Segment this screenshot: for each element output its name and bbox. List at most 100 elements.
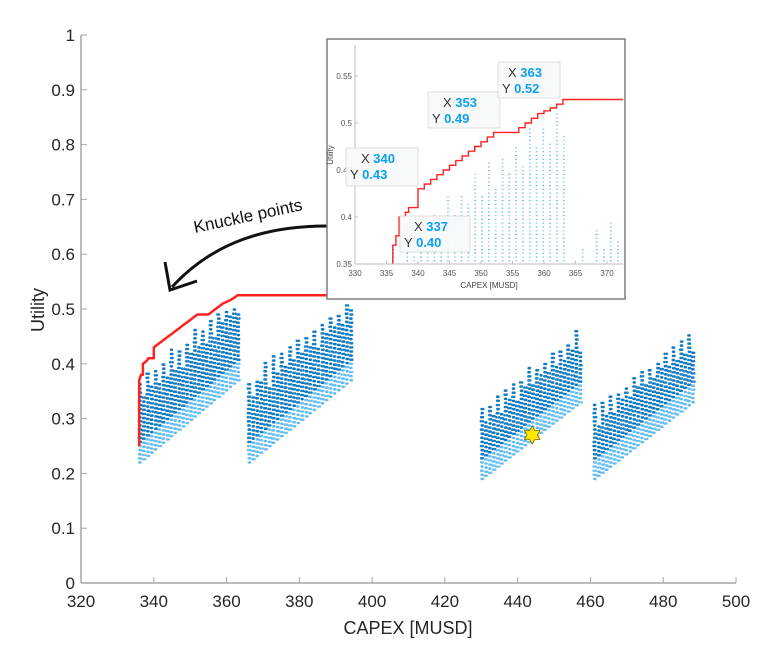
data-point (310, 399, 313, 403)
data-point (508, 245, 511, 247)
data-point (680, 377, 684, 380)
data-point (528, 226, 531, 228)
data-point (330, 370, 334, 374)
data-point (515, 173, 517, 175)
data-point (618, 414, 621, 417)
data-point (292, 425, 295, 428)
data-point (251, 408, 254, 412)
data-point (276, 405, 280, 408)
data-point (187, 364, 190, 367)
data-point (315, 351, 319, 355)
data-point (174, 390, 178, 394)
data-point (548, 372, 552, 375)
data-point (284, 365, 288, 369)
data-point (501, 462, 504, 465)
data-point (598, 445, 602, 449)
data-point (200, 359, 204, 362)
data-point (285, 402, 288, 406)
data-point (474, 218, 476, 220)
data-point (651, 423, 654, 426)
data-point (497, 461, 500, 464)
data-point (562, 158, 565, 160)
data-point (297, 397, 301, 400)
data-point (348, 370, 352, 374)
data-point (460, 207, 463, 209)
data-point (186, 347, 190, 351)
data-point (575, 362, 579, 366)
data-point (554, 402, 558, 406)
data-point (628, 396, 631, 400)
data-point (641, 379, 645, 382)
data-point (562, 155, 565, 157)
data-point (168, 414, 172, 417)
data-point (528, 215, 531, 217)
data-point (675, 409, 678, 412)
data-point (620, 419, 623, 422)
data-point (526, 391, 530, 395)
data-point (481, 465, 484, 468)
data-point (237, 350, 241, 353)
data-point (249, 440, 252, 444)
data-point (155, 423, 159, 426)
data-point (289, 358, 293, 362)
data-point (283, 406, 287, 410)
datatip-y: Y 0.43 (350, 167, 387, 182)
data-point (528, 230, 531, 232)
data-point (497, 440, 501, 444)
data-point (669, 390, 672, 394)
data-point (350, 313, 354, 316)
data-point (281, 389, 285, 393)
data-point (322, 344, 325, 348)
data-point (536, 405, 540, 409)
data-point (217, 333, 221, 337)
data-point (616, 446, 619, 450)
data-point (346, 374, 350, 377)
data-point (567, 356, 571, 360)
data-point (213, 382, 217, 385)
data-point (634, 401, 637, 405)
data-point (289, 374, 292, 378)
data-point (305, 386, 309, 389)
data-point (594, 469, 598, 473)
data-point (669, 411, 672, 414)
data-point (528, 158, 531, 160)
data-point (488, 252, 490, 254)
data-point (190, 414, 193, 417)
data-point (251, 457, 254, 461)
data-point (488, 237, 490, 239)
data-point (558, 416, 561, 419)
data-point (681, 356, 684, 360)
inset-y-tick-label: 0.55 (336, 72, 352, 81)
data-point (556, 215, 558, 217)
data-point (237, 313, 241, 316)
data-point (637, 435, 640, 439)
data-point (302, 352, 305, 356)
datatip-y: Y 0.40 (404, 235, 441, 250)
data-point (210, 332, 214, 335)
data-point (350, 378, 354, 382)
data-point (320, 332, 324, 335)
data-point (621, 415, 625, 418)
data-point (564, 363, 567, 367)
data-point (608, 424, 611, 427)
data-point (324, 337, 327, 340)
data-point (298, 417, 301, 421)
data-point (330, 333, 334, 337)
data-point (643, 425, 647, 429)
data-point (147, 413, 150, 417)
data-point (346, 332, 350, 336)
data-point (663, 389, 666, 393)
data-point (493, 464, 496, 467)
data-point (338, 339, 342, 343)
data-point (213, 398, 217, 402)
data-point (635, 439, 639, 443)
data-point (651, 431, 654, 435)
data-point (673, 379, 676, 382)
data-point (165, 409, 168, 413)
data-point (663, 405, 666, 409)
data-point (163, 433, 166, 436)
data-point (481, 241, 483, 243)
data-point (524, 398, 528, 402)
data-point (542, 260, 545, 262)
data-point (150, 447, 154, 450)
